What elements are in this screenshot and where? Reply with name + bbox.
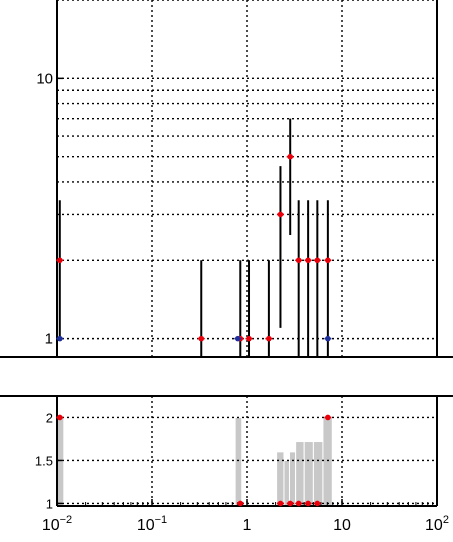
data-point bbox=[325, 335, 331, 342]
histogram-bar bbox=[283, 459, 290, 507]
histogram-bar bbox=[56, 416, 65, 507]
histogram-bar bbox=[312, 441, 324, 507]
ratio-point bbox=[314, 500, 321, 507]
x-tick-label: 102 bbox=[425, 514, 449, 534]
ratio-point bbox=[237, 500, 244, 507]
data-point bbox=[287, 153, 294, 160]
y-tick-label: 1.5 bbox=[35, 453, 53, 468]
data-point bbox=[325, 257, 331, 264]
x-tick-label: 1 bbox=[243, 517, 252, 534]
data-point bbox=[295, 257, 302, 264]
histogram-bar bbox=[322, 416, 333, 507]
data-point bbox=[314, 257, 321, 264]
data-point bbox=[246, 335, 252, 342]
data-point bbox=[56, 335, 63, 342]
y-tick-label: 1 bbox=[46, 496, 53, 511]
ratio-point bbox=[325, 414, 331, 421]
data-point bbox=[277, 211, 284, 218]
ratio-point bbox=[287, 500, 294, 507]
ratio-point bbox=[56, 414, 63, 421]
data-point bbox=[198, 335, 205, 342]
top-panel: 1 10 bbox=[0, 0, 453, 358]
ratio-point bbox=[277, 500, 284, 507]
x-tick-label: 10 bbox=[333, 517, 351, 534]
data-point bbox=[305, 257, 311, 264]
ratio-point bbox=[305, 500, 311, 507]
x-tick-label: 10−2 bbox=[42, 514, 72, 534]
histogram-bar bbox=[303, 441, 314, 507]
data-point bbox=[234, 335, 241, 342]
histogram-bar bbox=[234, 416, 243, 507]
y-tick-label: 2 bbox=[46, 410, 53, 425]
y-tick-label: 1 bbox=[45, 331, 53, 348]
bottom-panel: 1 1.5 2 10−2 10−1 1 10 102 bbox=[0, 395, 453, 534]
data-point bbox=[56, 257, 63, 264]
data-point bbox=[266, 335, 272, 342]
ratio-point bbox=[295, 500, 302, 507]
y-tick-label: 10 bbox=[36, 70, 53, 87]
histogram-bar bbox=[295, 441, 305, 507]
x-tick-label: 10−1 bbox=[137, 514, 167, 534]
